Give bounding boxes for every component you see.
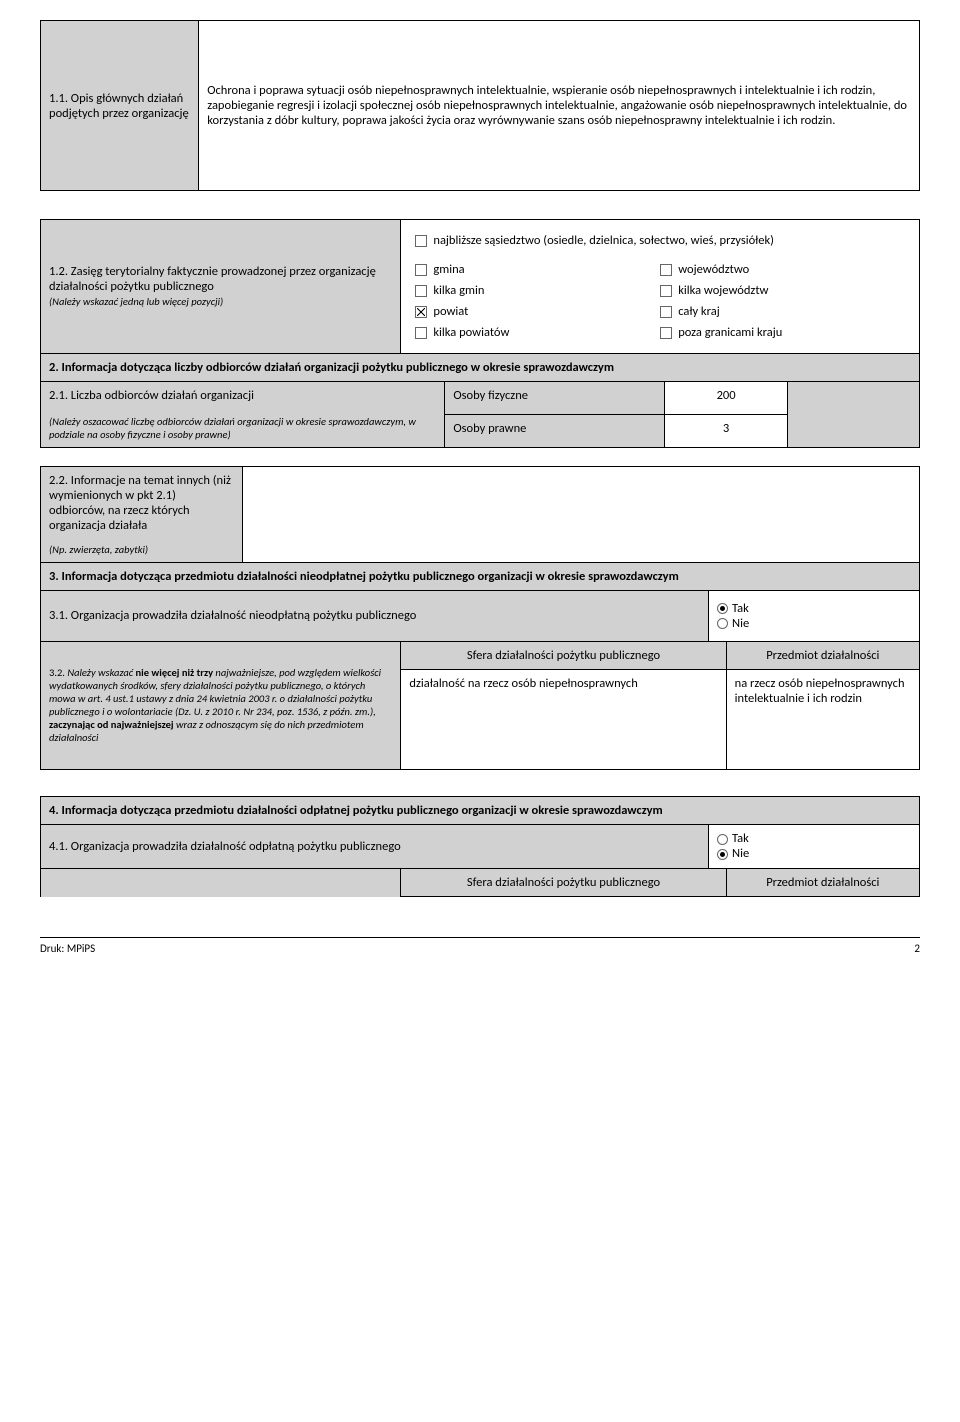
section-2-header: 2. Informacja dotycząca liczby odbiorców… — [40, 354, 920, 382]
opt-gmina: gmina — [433, 262, 464, 277]
v-osoby-fizyczne: 200 — [665, 382, 788, 414]
h-przedmiot-4: Przedmiot działalności — [726, 869, 919, 897]
blank-4 — [41, 869, 401, 897]
section-4-header: 4. Informacja dotycząca przedmiotu dział… — [40, 796, 920, 825]
opt-wojewodztwo: województwo — [678, 262, 749, 277]
k-osoby-fizyczne: Osoby fizyczne — [445, 382, 665, 414]
opt-kilka-gmin: kilka gmin — [433, 283, 484, 298]
opt-najblizsze: najbliższe sąsiedztwo (osiedle, dzielnic… — [433, 233, 774, 248]
text-1-1: Ochrona i poprawa sytuacji osób niepełno… — [199, 21, 920, 191]
note-2-1: (Należy oszacować liczbę odbiorców dział… — [49, 415, 436, 441]
c-sfera: działalność na rzecz osób niepełnosprawn… — [401, 669, 726, 769]
checkbox-icon[interactable] — [660, 285, 672, 297]
radio-icon[interactable] — [717, 618, 728, 629]
page-footer: Druk: MPiPS 2 — [40, 937, 920, 955]
v-osoby-prawne: 3 — [665, 414, 788, 447]
checkbox-icon[interactable] — [415, 264, 427, 276]
h-przedmiot: Przedmiot działalności — [726, 642, 919, 670]
opt-powiat: powiat — [433, 304, 468, 319]
opt-caly-kraj: cały kraj — [678, 304, 720, 319]
checkbox-icon[interactable] — [660, 264, 672, 276]
h-sfera-4: Sfera działalności pożytku publicznego — [401, 869, 726, 897]
opt-tak-4: Tak — [732, 831, 749, 846]
label-2-2: 2.2. Informacje na temat innych (niż wym… — [49, 473, 234, 533]
opt-kilka-wojewodztw: kilka województw — [678, 283, 768, 298]
footer-right: 2 — [914, 942, 920, 955]
opt-kilka-powiatow: kilka powiatów — [433, 325, 509, 340]
radio-icon[interactable] — [717, 603, 728, 614]
checkbox-icon[interactable] — [415, 285, 427, 297]
section-2-1: 2.1. Liczba odbiorców działań organizacj… — [40, 382, 920, 448]
section-3-1: 3.1. Organizacja prowadziła działalność … — [40, 591, 920, 642]
value-2-2 — [243, 467, 920, 563]
checkbox-icon[interactable] — [415, 235, 427, 247]
k-osoby-prawne: Osoby prawne — [445, 414, 665, 447]
section-4-1: 4.1. Organizacja prowadziła działalność … — [40, 825, 920, 870]
section-3-header: 3. Informacja dotycząca przedmiotu dział… — [40, 563, 920, 591]
label-1-2: 1.2. Zasięg terytorialny faktycznie prow… — [49, 264, 376, 294]
h-sfera: Sfera działalności pożytku publicznego — [401, 642, 726, 670]
opt-tak: Tak — [732, 601, 749, 616]
footer-left: Druk: MPiPS — [40, 942, 95, 955]
section-1-1: 1.1. Opis głównych działań podjętych prz… — [40, 20, 920, 191]
label-2-1: 2.1. Liczba odbiorców działań organizacj… — [49, 388, 436, 403]
opt-nie: Nie — [732, 616, 749, 631]
label-3-1: 3.1. Organizacja prowadziła działalność … — [41, 591, 709, 641]
header-2: 2. Informacja dotycząca liczby odbiorców… — [41, 354, 920, 382]
opt-nie-4: Nie — [732, 846, 749, 861]
header-4: 4. Informacja dotycząca przedmiotu dział… — [41, 796, 920, 824]
section-4-sub: Sfera działalności pożytku publicznego P… — [40, 869, 920, 897]
section-3-2: 3.2. Należy wskazać nie więcej niż trzy … — [40, 642, 920, 770]
checkbox-icon[interactable] — [415, 327, 427, 339]
blank-cell — [788, 382, 920, 448]
radio-icon[interactable] — [717, 834, 728, 845]
checkbox-icon[interactable] — [660, 327, 672, 339]
opt-poza-granicami: poza granicami kraju — [678, 325, 782, 340]
section-1-2: 1.2. Zasięg terytorialny faktycznie prow… — [40, 219, 920, 354]
section-2-2: 2.2. Informacje na temat innych (niż wym… — [40, 466, 920, 563]
note-2-2: (Np. zwierzęta, zabytki) — [49, 543, 234, 556]
radio-icon[interactable] — [717, 849, 728, 860]
label-1-1: 1.1. Opis głównych działań podjętych prz… — [41, 21, 199, 191]
checkbox-icon[interactable] — [660, 306, 672, 318]
c-przedmiot: na rzecz osób niepełnosprawnych intelekt… — [726, 669, 919, 769]
header-3: 3. Informacja dotycząca przedmiotu dział… — [41, 563, 920, 591]
note-1-2: (Należy wskazać jedną lub więcej pozycji… — [49, 295, 223, 308]
checkbox-icon[interactable] — [415, 306, 427, 318]
label-3-2-num: 3.2. — [49, 666, 67, 679]
label-4-1: 4.1. Organizacja prowadziła działalność … — [41, 825, 709, 869]
